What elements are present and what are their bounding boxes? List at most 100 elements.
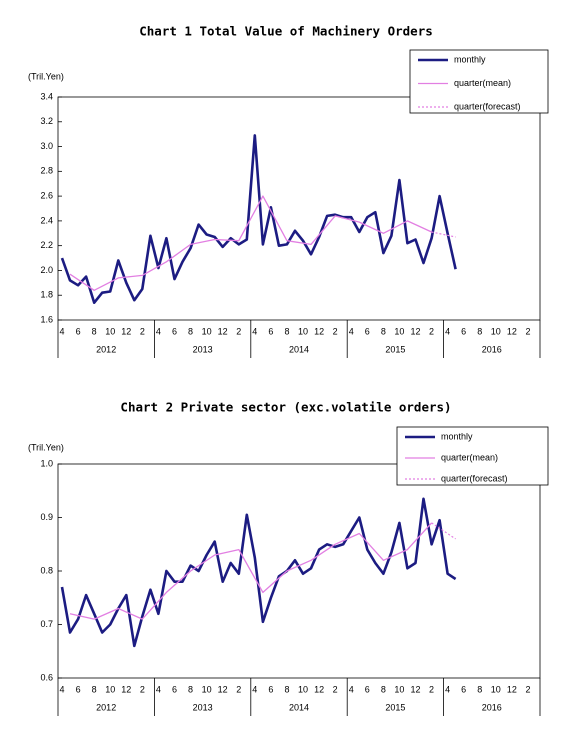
x-tick-label: 4 [349, 684, 354, 694]
x-tick-label: 8 [92, 684, 97, 694]
x-tick-label: 6 [268, 326, 273, 336]
x-tick-label: 8 [477, 326, 482, 336]
x-tick-label: 8 [284, 326, 289, 336]
x-tick-label: 10 [105, 326, 115, 336]
y-tick-label: 2.8 [40, 166, 53, 176]
y-tick-label: 2.2 [40, 240, 53, 250]
series-line [69, 522, 433, 620]
x-tick-label: 10 [298, 684, 308, 694]
x-tick-label: 2 [333, 684, 338, 694]
x-tick-label: 10 [105, 684, 115, 694]
x-tick-label: 12 [507, 326, 517, 336]
x-tick-label: 6 [172, 684, 177, 694]
x-tick-label: 10 [394, 684, 404, 694]
legend-label: monthly [454, 54, 486, 64]
legend-label: monthly [441, 431, 473, 441]
x-tick-label: 6 [76, 684, 81, 694]
y-tick-label: 3.2 [40, 116, 53, 126]
x-tick-label: 4 [349, 326, 354, 336]
x-tick-label: 2 [429, 684, 434, 694]
y-tick-label: 0.7 [40, 619, 53, 629]
y-tick-label: 3.4 [40, 91, 53, 101]
y-tick-label: 1.6 [40, 314, 53, 324]
year-label: 2012 [96, 344, 116, 354]
x-tick-label: 2 [140, 326, 145, 336]
y-tick-label: 0.9 [40, 512, 53, 522]
year-label: 2014 [289, 702, 309, 712]
x-tick-label: 8 [188, 326, 193, 336]
plot-frame [57, 96, 541, 321]
x-tick-label: 2 [236, 684, 241, 694]
year-label: 2015 [385, 702, 405, 712]
legend-label: quarter(forecast) [441, 473, 508, 483]
year-label: 2016 [482, 702, 502, 712]
x-tick-label: 6 [268, 684, 273, 694]
x-tick-label: 8 [381, 684, 386, 694]
legend-label: quarter(mean) [454, 78, 511, 88]
y-tick-label: 0.8 [40, 565, 53, 575]
x-tick-label: 6 [365, 684, 370, 694]
y-tick-label: 2.4 [40, 215, 53, 225]
series-line [60, 134, 457, 304]
x-tick-label: 10 [491, 684, 501, 694]
x-tick-label: 2 [140, 684, 145, 694]
x-tick-label: 4 [252, 684, 257, 694]
series-line [431, 231, 456, 238]
x-tick-label: 8 [477, 684, 482, 694]
x-tick-label: 6 [461, 684, 466, 694]
x-tick-label: 12 [507, 684, 517, 694]
year-label: 2012 [96, 702, 116, 712]
year-label: 2013 [193, 344, 213, 354]
chart-title: Chart 2 Private sector (exc.volatile ord… [120, 400, 451, 415]
x-tick-label: 2 [236, 326, 241, 336]
year-label: 2016 [482, 344, 502, 354]
x-tick-label: 4 [445, 326, 450, 336]
x-tick-label: 2 [525, 326, 530, 336]
x-tick-label: 12 [121, 684, 131, 694]
chart-title: Chart 1 Total Value of Machinery Orders [139, 24, 433, 39]
series-line [431, 522, 456, 540]
x-tick-label: 12 [121, 326, 131, 336]
x-tick-label: 12 [218, 684, 228, 694]
x-tick-label: 8 [284, 684, 289, 694]
x-tick-label: 10 [491, 326, 501, 336]
x-tick-label: 8 [188, 684, 193, 694]
series-line [69, 195, 432, 291]
x-tick-label: 6 [365, 326, 370, 336]
y-tick-label: 1.8 [40, 290, 53, 300]
x-tick-label: 4 [156, 326, 161, 336]
x-tick-label: 10 [202, 684, 212, 694]
y-unit: (Tril.Yen) [28, 71, 64, 81]
x-tick-label: 8 [381, 326, 386, 336]
x-tick-label: 6 [461, 326, 466, 336]
legend-label: quarter(mean) [441, 452, 498, 462]
x-tick-label: 2 [429, 326, 434, 336]
x-tick-label: 4 [252, 326, 257, 336]
y-tick-label: 2.6 [40, 190, 53, 200]
x-tick-label: 12 [314, 326, 324, 336]
series-line [60, 497, 457, 648]
x-tick-label: 4 [60, 326, 65, 336]
y-tick-label: 3.0 [40, 141, 53, 151]
plot-frame [57, 463, 541, 679]
x-tick-label: 8 [92, 326, 97, 336]
x-tick-label: 4 [445, 684, 450, 694]
x-tick-label: 10 [394, 326, 404, 336]
year-label: 2014 [289, 344, 309, 354]
x-tick-label: 4 [60, 684, 65, 694]
y-unit: (Tril.Yen) [28, 442, 64, 452]
x-tick-label: 10 [202, 326, 212, 336]
x-tick-label: 2 [525, 684, 530, 694]
x-tick-label: 12 [218, 326, 228, 336]
x-tick-label: 6 [76, 326, 81, 336]
x-tick-label: 12 [410, 684, 420, 694]
x-tick-label: 4 [156, 684, 161, 694]
x-tick-label: 12 [314, 684, 324, 694]
y-tick-label: 0.6 [40, 672, 53, 682]
legend-label: quarter(forecast) [454, 101, 521, 111]
x-tick-label: 12 [410, 326, 420, 336]
year-label: 2015 [385, 344, 405, 354]
y-tick-label: 1.0 [40, 458, 53, 468]
x-tick-label: 10 [298, 326, 308, 336]
x-tick-label: 2 [333, 326, 338, 336]
